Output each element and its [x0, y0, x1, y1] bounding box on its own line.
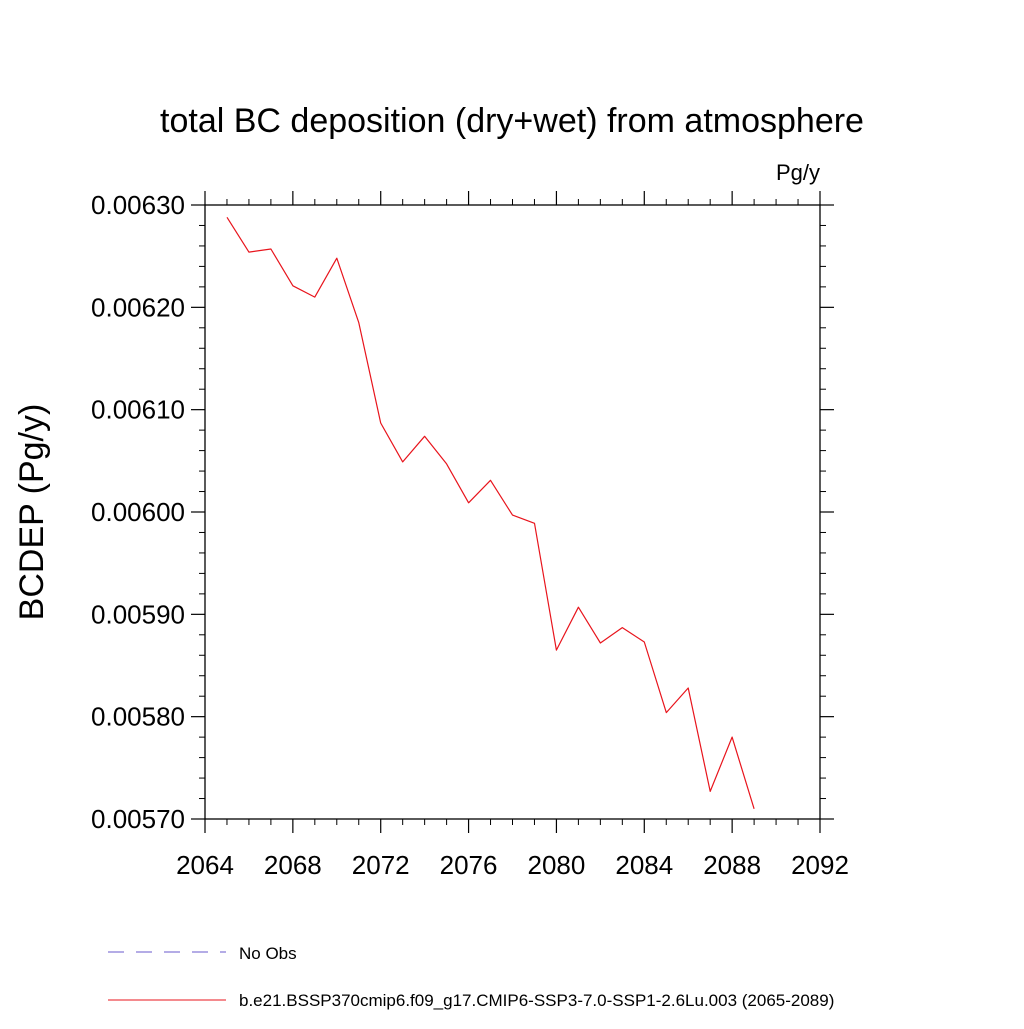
y-tick-label: 0.00570 [91, 804, 185, 834]
y-tick-label: 0.00630 [91, 190, 185, 220]
y-tick-label: 0.00590 [91, 599, 185, 629]
plot-frame [204, 204, 821, 820]
legend: No Obs b.e21.BSSP370cmip6.f09_g17.CMIP6-… [108, 944, 834, 1010]
x-tick-label: 2064 [176, 850, 234, 880]
x-tick-label: 2084 [615, 850, 673, 880]
series-line [226, 216, 755, 809]
legend-label-series: b.e21.BSSP370cmip6.f09_g17.CMIP6-SSP3-7.… [239, 991, 834, 1010]
y-tick-label: 0.00600 [91, 497, 185, 527]
y-tick-label: 0.00610 [91, 395, 185, 425]
legend-label-no-obs: No Obs [239, 944, 297, 963]
x-tick-label: 2092 [791, 850, 849, 880]
series-layer [226, 216, 755, 809]
y-axis-label: BCDEP (Pg/y) [13, 404, 51, 621]
units-label: Pg/y [776, 160, 820, 185]
chart-title: total BC deposition (dry+wet) from atmos… [160, 102, 864, 140]
x-axis-ticks: 2064 2068 2072 2076 2080 2084 2088 2092 [176, 191, 849, 880]
x-tick-label: 2080 [528, 850, 586, 880]
y-tick-label: 0.00580 [91, 702, 185, 732]
y-tick-label: 0.00620 [91, 292, 185, 322]
x-tick-label: 2072 [352, 850, 410, 880]
x-tick-label: 2068 [264, 850, 322, 880]
x-tick-label: 2076 [440, 850, 498, 880]
x-tick-label: 2088 [703, 850, 761, 880]
y-axis-ticks: 0.00570 0.00580 0.00590 0.00600 0.00610 0.006… [91, 190, 834, 834]
